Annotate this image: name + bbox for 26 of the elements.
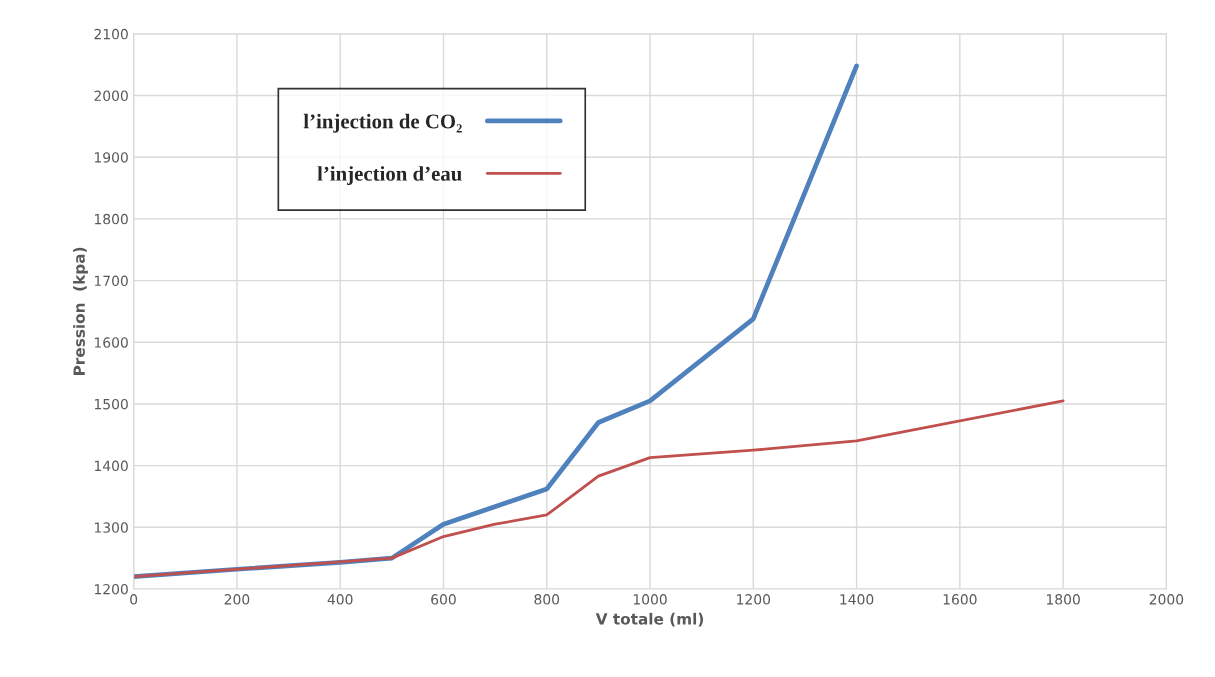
- y-tick-label: 1300: [94, 522, 128, 533]
- x-tick-label: 600: [431, 594, 456, 605]
- x-tick-label: 1400: [840, 594, 874, 605]
- y-tick-label: 1600: [94, 337, 128, 348]
- x-tick-label: 1600: [943, 594, 977, 605]
- x-tick-label: 200: [224, 594, 250, 605]
- x-tick-label: 1200: [737, 594, 771, 605]
- x-tick-label: 1800: [1046, 594, 1080, 605]
- y-tick-label: 1400: [94, 460, 128, 472]
- y-tick-label: 2100: [94, 28, 128, 40]
- x-tick-label: 800: [534, 594, 560, 605]
- y-axis-title: Pression (kpa): [73, 247, 88, 375]
- x-tick-label: 0: [130, 594, 138, 605]
- y-tick-label: 1900: [94, 152, 128, 163]
- y-tick-label: 1700: [94, 275, 128, 287]
- line-series: [133, 399, 1065, 579]
- x-tick-label: 400: [327, 594, 353, 605]
- x-tick-label: 1000: [633, 594, 667, 605]
- y-tick-label: 2000: [94, 90, 128, 102]
- y-tick-label: 1200: [94, 583, 128, 595]
- y-tick-label: 1800: [94, 213, 128, 225]
- legend-label: l’injection d’eau: [317, 166, 462, 186]
- x-axis-title: V totale (ml): [595, 612, 704, 627]
- legend-label: l’injection de CO₂: [303, 113, 462, 133]
- y-tick-label: 1500: [94, 398, 128, 410]
- x-tick-label: 2000: [1149, 594, 1184, 605]
